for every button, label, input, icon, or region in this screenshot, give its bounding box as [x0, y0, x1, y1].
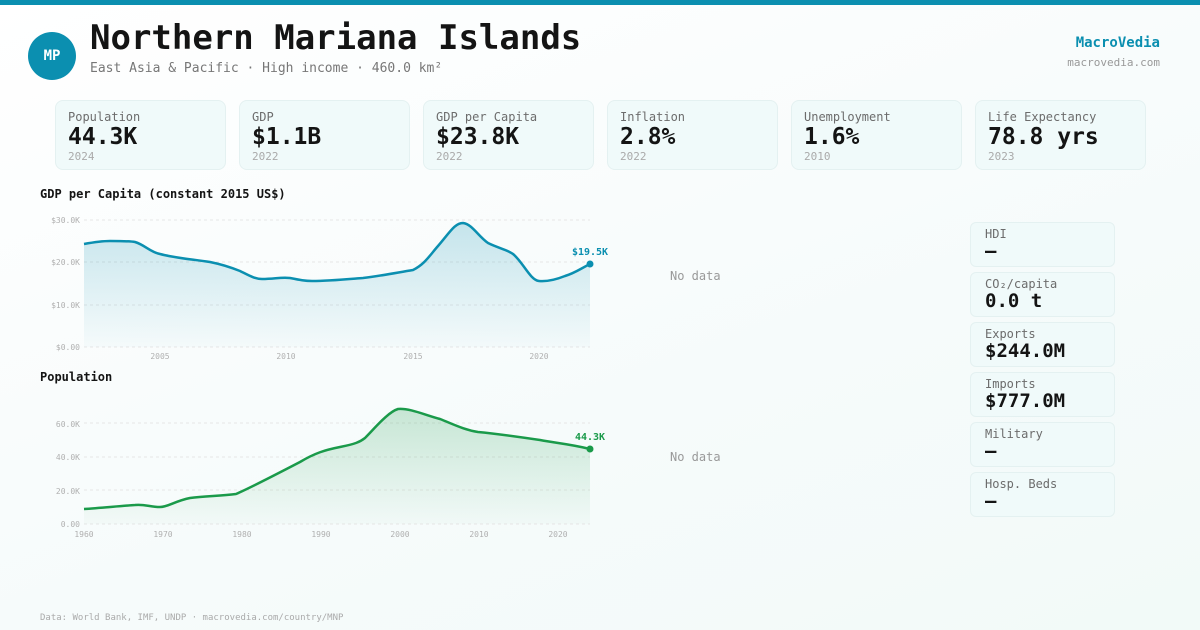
- population-chart: 60.0K 40.0K 20.0K 0.00 1960 1970 1980 19…: [56, 407, 605, 539]
- gdp-last-value-label: $19.5K: [572, 247, 608, 258]
- page-title: Northern Mariana Islands: [90, 18, 582, 58]
- population-x-axis: 1960 1970 1980 1990 2000 2010 2020: [74, 530, 567, 539]
- stat-year: 2023: [988, 150, 1015, 163]
- y-tick: 40.0K: [56, 453, 80, 462]
- gdp-last-point: [586, 260, 594, 268]
- x-tick: 2010: [469, 530, 488, 539]
- stat-card-unemployment: Unemployment 1.6% 2010: [791, 100, 962, 170]
- avatar-initials: MP: [43, 48, 61, 64]
- indicator-value: —: [985, 440, 997, 462]
- x-tick: 1990: [311, 530, 330, 539]
- side-indicators: HDI — CO₂/capita 0.0 t Exports $244.0M I…: [970, 222, 1115, 517]
- stat-value: $23.8K: [436, 124, 520, 150]
- x-tick: 2015: [403, 352, 422, 361]
- indicator-value: —: [985, 490, 997, 512]
- indicator-label: Imports: [985, 377, 1036, 391]
- indicator-label: Military: [985, 427, 1043, 441]
- x-tick: 2010: [276, 352, 295, 361]
- indicator-value: $244.0M: [985, 340, 1066, 362]
- y-tick: $30.0K: [51, 216, 80, 225]
- y-tick: 60.0K: [56, 420, 80, 429]
- population-y-axis: 60.0K 40.0K 20.0K 0.00: [56, 420, 80, 529]
- brand-logo[interactable]: MacroVedia: [1075, 35, 1160, 51]
- population-line: [83, 407, 591, 511]
- stat-cards: Population 44.3K 2024 GDP $1.1B 2022 GDP…: [55, 100, 1146, 170]
- x-tick: 2000: [390, 530, 409, 539]
- indicator-label: Exports: [985, 327, 1036, 341]
- gdp-secondary-no-data: No data: [670, 269, 721, 283]
- stat-year: 2022: [436, 150, 463, 163]
- stat-label: GDP per Capita: [436, 110, 538, 124]
- stat-card-gdp: GDP $1.1B 2022: [239, 100, 410, 170]
- stat-year: 2024: [68, 150, 95, 163]
- stat-value: 44.3K: [68, 124, 138, 150]
- y-tick: $20.0K: [51, 258, 80, 267]
- gdp-per-capita-chart: $30.0K $20.0K $10.0K $0.00 2005 2010 201…: [51, 216, 608, 361]
- gdp-x-axis: 2005 2010 2015 2020: [150, 352, 548, 361]
- stat-year: 2010: [804, 150, 831, 163]
- indicator-value: 0.0 t: [985, 290, 1043, 312]
- indicator-co2-per-capita: CO₂/capita 0.0 t: [970, 272, 1115, 317]
- top-accent-bar: [0, 0, 1200, 5]
- stat-card-gdp-per-capita: GDP per Capita $23.8K 2022: [423, 100, 594, 170]
- footer-source: Data: World Bank, IMF, UNDP · macrovedia…: [40, 613, 344, 623]
- stat-card-population: Population 44.3K 2024: [55, 100, 226, 170]
- gdp-y-axis: $30.0K $20.0K $10.0K $0.00: [51, 216, 80, 352]
- stat-label: Inflation: [620, 110, 686, 124]
- gdp-line: [83, 221, 591, 283]
- gdp-chart-title: GDP per Capita (constant 2015 US$): [40, 187, 286, 201]
- stat-card-life-expectancy: Life Expectancy 78.8 yrs 2023: [975, 100, 1146, 170]
- indicator-value: —: [985, 240, 997, 262]
- avatar: MP: [28, 32, 76, 80]
- indicator-label: HDI: [985, 227, 1007, 241]
- stat-year: 2022: [252, 150, 279, 163]
- population-chart-title: Population: [40, 370, 113, 384]
- stat-label: Population: [68, 110, 141, 124]
- stat-label: Unemployment: [804, 110, 891, 124]
- stat-value: 2.8%: [620, 124, 676, 150]
- indicator-imports: Imports $777.0M: [970, 372, 1115, 417]
- y-tick: 0.00: [61, 520, 80, 529]
- x-tick: 1970: [153, 530, 172, 539]
- x-tick: 2005: [150, 352, 169, 361]
- stat-value: $1.1B: [252, 124, 322, 150]
- stat-card-inflation: Inflation 2.8% 2022: [607, 100, 778, 170]
- x-tick: 2020: [548, 530, 567, 539]
- indicator-label: Hosp. Beds: [985, 477, 1058, 491]
- page-subtitle: East Asia & Pacific · High income · 460.…: [90, 61, 443, 76]
- indicator-exports: Exports $244.0M: [970, 322, 1115, 367]
- indicator-military: Military —: [970, 422, 1115, 467]
- brand-url[interactable]: macrovedia.com: [1067, 56, 1160, 69]
- gdp-area: [84, 223, 590, 347]
- indicator-label: CO₂/capita: [985, 277, 1058, 291]
- population-last-point: [586, 445, 594, 453]
- x-tick: 2020: [529, 352, 548, 361]
- x-tick: 1980: [232, 530, 251, 539]
- stat-label: GDP: [252, 110, 274, 124]
- stat-label: Life Expectancy: [988, 110, 1097, 124]
- x-tick: 1960: [74, 530, 93, 539]
- y-tick: $0.00: [56, 343, 80, 352]
- indicator-value: $777.0M: [985, 390, 1066, 412]
- indicator-hospital-beds: Hosp. Beds —: [970, 472, 1115, 517]
- stat-value: 78.8 yrs: [988, 124, 1099, 150]
- stat-value: 1.6%: [804, 124, 860, 150]
- stat-year: 2022: [620, 150, 647, 163]
- y-tick: 20.0K: [56, 487, 80, 496]
- y-tick: $10.0K: [51, 301, 80, 310]
- population-area: [84, 408, 590, 524]
- population-last-value-label: 44.3K: [575, 432, 605, 443]
- population-secondary-no-data: No data: [670, 450, 721, 464]
- indicator-hdi: HDI —: [970, 222, 1115, 267]
